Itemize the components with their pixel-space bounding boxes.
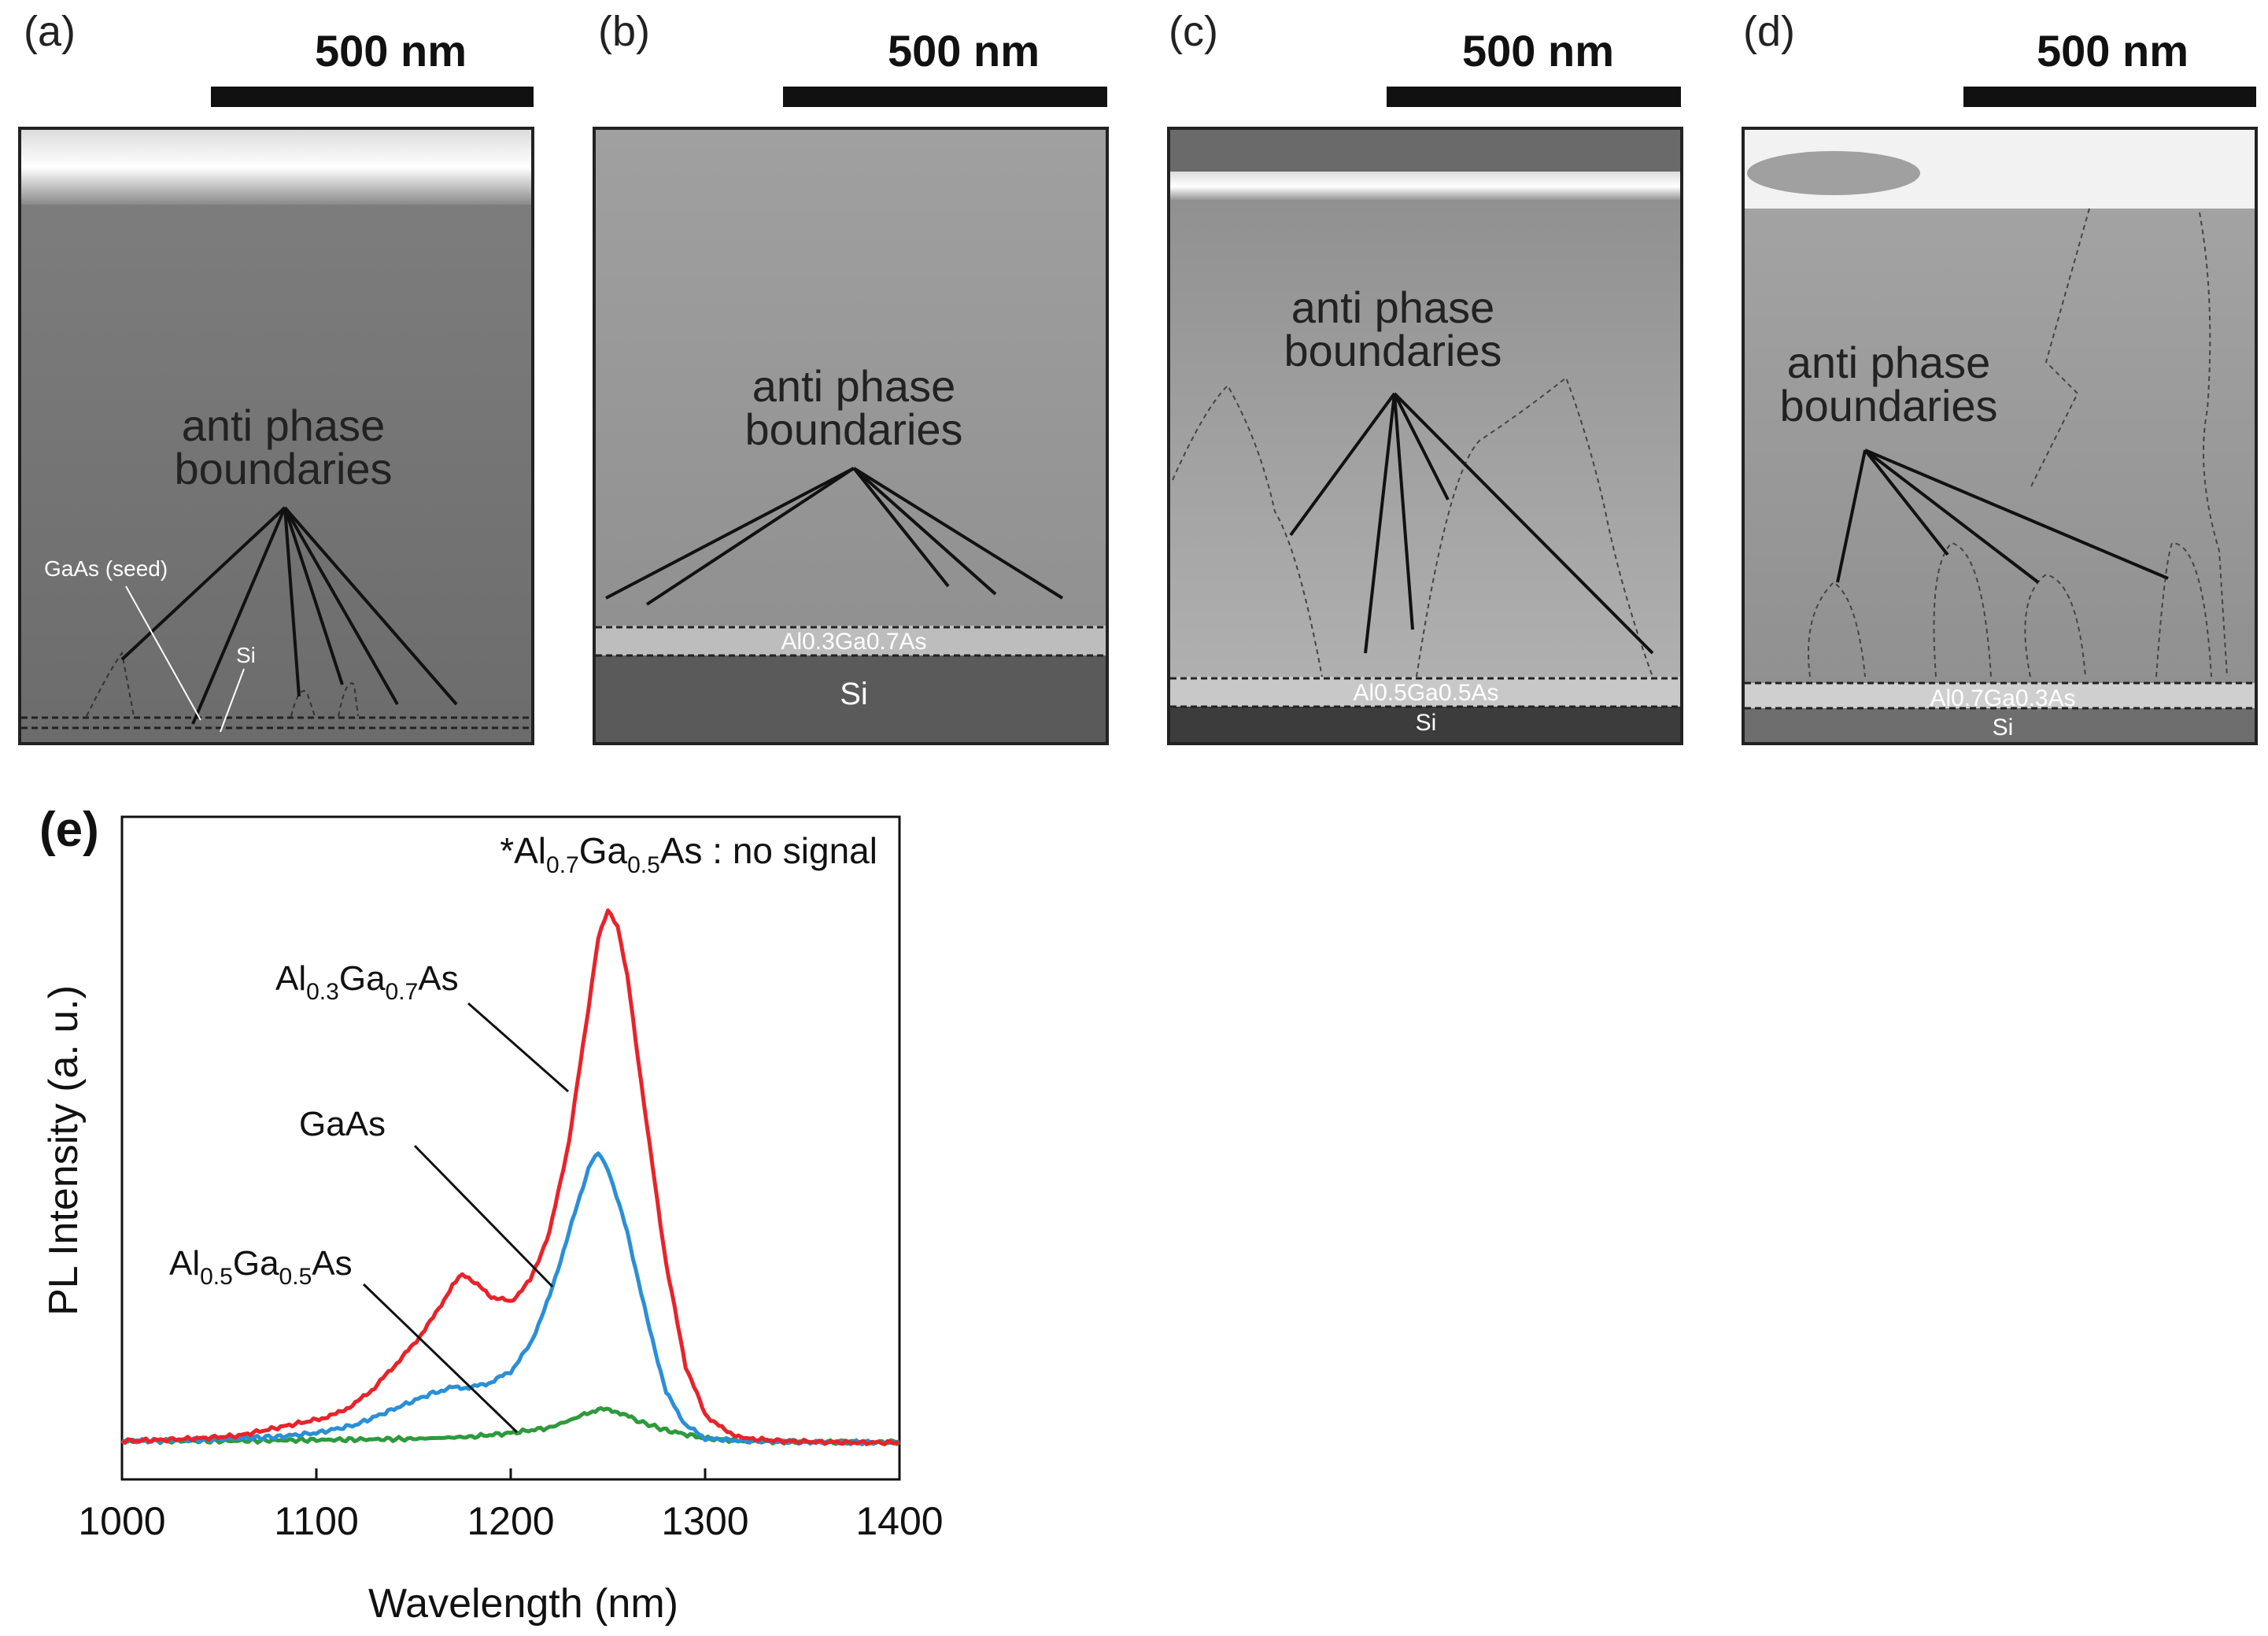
plot-frame [120,815,901,1481]
panel-c-label: (c) [1169,8,1218,55]
panel-a-surface [21,130,531,205]
panel-a-annotation-1: anti phase [182,401,385,450]
panel-d-image [1742,127,2258,745]
panel-a-scalebar-text: 500 nm [315,26,467,76]
panel-b-layer-label-2: Si [840,677,868,711]
label-al05-curve: Al0.5Ga0.5As [169,1244,353,1290]
panel-c: (c) 500 nm anti phase boundaries Al0.5Ga… [1167,8,1683,745]
x-tick-label: 1000 [78,1499,165,1543]
panel-b: (b) 500 nm anti phase boundaries Al0.3Ga… [593,8,1109,745]
panel-c-annotation-1: anti phase [1291,283,1494,332]
panel-b-pointer-lines [605,467,1064,606]
panel-a-pointer-lines [120,506,458,725]
panel-d-scalebar [1963,87,2256,107]
x-tick-label: 1400 [855,1499,943,1543]
panel-d-layer-label-2: Si [1993,715,2014,740]
panel-d: (d) 500 nm anti phase boundaries Al0.7Ga… [1742,8,2258,745]
panel-b-annotation-2: boundaries [744,404,962,454]
pl-curves [120,908,901,1446]
panel-d-layer-label-1: Al0.7Ga0.3As [1930,685,2075,711]
panel-b-annotation-1: anti phase [752,361,955,411]
panel-c-annotation-2: boundaries [1284,326,1502,375]
x-tick-label: 1300 [661,1499,748,1543]
series-line-al03ga07as [121,908,899,1446]
panel-e-label: (e) [39,803,99,857]
panel-b-scalebar-text: 500 nm [888,26,1040,76]
panel-d-label: (d) [1743,8,1795,55]
panel-b-layer-label-1: Al0.3Ga0.7As [781,629,926,655]
y-axis-label: PL Intensity (a. u.) [41,985,87,1316]
x-tick-label: 1200 [467,1499,554,1543]
panel-a-scalebar [211,87,534,107]
panel-c-scalebar-text: 500 nm [1462,26,1614,76]
panel-b-label: (b) [598,8,650,55]
panel-c-pointer-lines [1289,392,1654,655]
panel-c-image [1167,127,1683,745]
panel-d-pointer-lines [1836,449,2169,584]
label-gaas-curve: GaAs [299,1105,386,1143]
panel-a-image [18,127,534,745]
panel-d-annotation-1: anti phase [1787,338,1990,387]
label-al03-curve: Al0.3Ga0.7As [275,959,459,1005]
x-axis-label: Wavelength (nm) [368,1581,678,1627]
panel-a-annotation-2: boundaries [174,444,392,493]
panel-c-layer-label-1: Al0.5Ga0.5As [1353,680,1498,706]
panel-a-layer-label-1: GaAs (seed) [44,556,168,581]
panel-b-scalebar [783,87,1107,107]
panel-d-scalebar-text: 500 nm [2037,26,2189,76]
panel-d-annotation-2: boundaries [1779,381,1997,430]
panel-e-chart: (e) *Al0.7Ga0.5As : no signal 1000 1100 12… [39,803,944,1627]
panel-c-scalebar [1387,87,1681,107]
panel-a: (a) 500 nm anti phase boundaries GaAs (s… [18,8,534,745]
panel-a-layer-label-2: Si [236,643,256,667]
x-ticks: 1000 1100 1200 1300 1400 [78,1468,944,1543]
no-signal-note: *Al0.7Ga0.5As : no signal [500,830,877,878]
panel-c-layer-label-2: Si [1416,710,1437,736]
x-tick-label: 1100 [274,1499,359,1543]
panel-a-label: (a) [24,8,76,55]
